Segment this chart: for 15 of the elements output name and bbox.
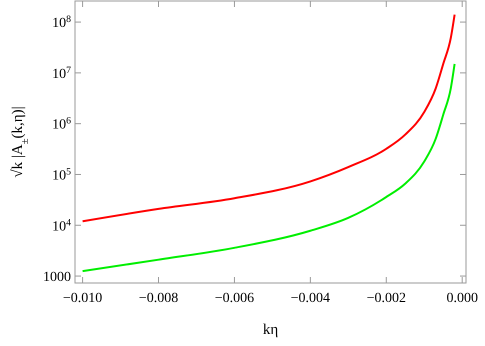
y-tick-label: 10$^{5}$ bbox=[52, 166, 72, 184]
x-tick-label: −0.004 bbox=[290, 291, 330, 306]
line-series bbox=[82, 14, 456, 222]
y-tick-label: 1000 bbox=[43, 270, 71, 286]
line-series bbox=[82, 62, 456, 272]
x-axis-title: kη bbox=[262, 322, 278, 338]
y-tick-label: 10$^{8}$ bbox=[52, 14, 72, 32]
x-tick-label: 0.000 bbox=[446, 291, 478, 306]
y-tick-label: 10$^{7}$ bbox=[52, 64, 72, 82]
y-tick-label: 10$^{4}$ bbox=[52, 216, 72, 234]
x-tick-label: −0.010 bbox=[62, 291, 102, 306]
y-tick-label: 10$^{6}$ bbox=[52, 115, 72, 133]
x-tick-label: −0.002 bbox=[366, 291, 406, 306]
x-tick-label: −0.008 bbox=[138, 291, 178, 306]
x-tick-label: −0.006 bbox=[214, 291, 254, 306]
